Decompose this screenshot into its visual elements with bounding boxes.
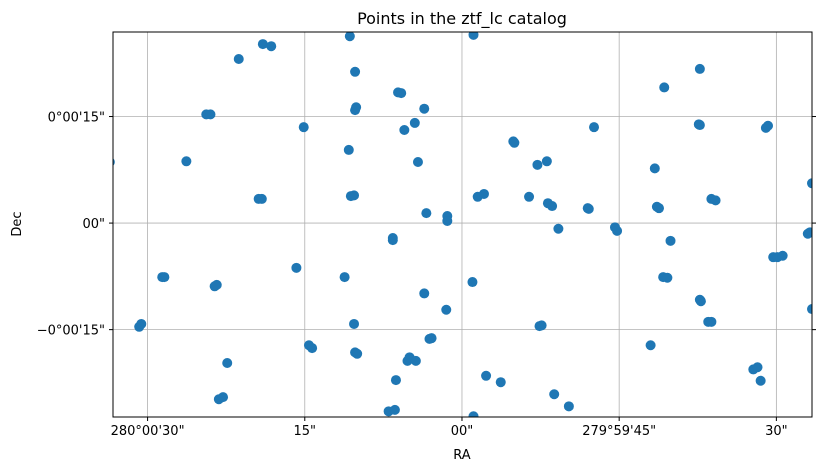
data-point	[205, 109, 216, 120]
x-tick-label: 00"	[451, 424, 474, 439]
data-point	[653, 203, 664, 214]
grid	[113, 32, 812, 417]
x-tick-label: 30"	[765, 424, 788, 439]
data-point	[351, 102, 362, 113]
data-point	[478, 188, 489, 199]
data-point	[710, 195, 721, 206]
data-point	[752, 362, 763, 373]
data-point	[410, 355, 421, 366]
data-point	[344, 32, 355, 42]
data-point	[694, 120, 705, 131]
data-point	[659, 82, 670, 93]
data-point	[694, 63, 705, 74]
y-axis-label: Dec	[10, 211, 25, 236]
data-point	[777, 250, 788, 261]
data-point	[583, 203, 594, 214]
data-point	[804, 227, 812, 238]
data-point	[256, 193, 267, 204]
data-point	[389, 404, 400, 415]
data-point	[563, 401, 574, 412]
data-point	[339, 272, 350, 283]
data-point	[541, 156, 552, 167]
data-point	[419, 103, 430, 114]
data-point	[468, 32, 479, 40]
data-point	[509, 137, 520, 148]
data-point	[349, 318, 360, 329]
data-point	[257, 39, 268, 50]
data-point	[399, 125, 410, 136]
data-point	[536, 320, 547, 331]
data-point	[807, 304, 812, 315]
data-point	[695, 296, 706, 307]
data-point	[524, 191, 535, 202]
data-point	[350, 66, 361, 77]
data-point	[442, 215, 453, 226]
data-point	[211, 279, 222, 290]
data-point	[426, 333, 437, 344]
y-tick-label: 0°00'15"	[48, 111, 105, 126]
data-point	[468, 411, 479, 417]
data-point	[467, 277, 478, 288]
data-point	[807, 178, 812, 189]
data-point	[159, 272, 170, 283]
y-tick-label: −0°00'15"	[37, 324, 105, 339]
data-point	[755, 375, 766, 386]
data-point	[589, 122, 600, 133]
data-point	[662, 272, 673, 283]
data-point	[390, 375, 401, 386]
data-point	[645, 340, 656, 351]
data-point	[136, 318, 147, 329]
data-point	[409, 117, 420, 128]
x-tick-label: 15"	[294, 424, 317, 439]
data-point	[553, 223, 564, 234]
axes-frame	[112, 31, 813, 418]
data-point	[649, 163, 660, 174]
data-point	[307, 343, 318, 354]
data-point	[532, 159, 543, 170]
y-tick-label: 00"	[82, 217, 105, 232]
data-point	[412, 156, 423, 167]
data-point	[419, 288, 430, 299]
data-point	[547, 201, 558, 212]
data-point	[495, 377, 506, 388]
data-point	[706, 316, 717, 327]
data-point	[387, 235, 398, 246]
data-point	[762, 120, 773, 131]
data-point	[266, 41, 277, 52]
data-point	[222, 358, 233, 369]
data-point	[291, 262, 302, 273]
x-tick-label: 279°59'45"	[582, 424, 656, 439]
data-point	[441, 304, 452, 315]
data-point	[481, 370, 492, 381]
x-axis-label: RA	[453, 448, 471, 463]
data-point	[181, 156, 192, 167]
data-point	[421, 208, 432, 219]
data-point	[396, 88, 407, 99]
data-point	[352, 348, 363, 359]
chart-title: Points in the ztf_lc catalog	[357, 9, 567, 29]
data-point	[549, 389, 560, 400]
data-point	[298, 122, 309, 133]
x-tick-label: 280°00'30"	[111, 424, 185, 439]
points	[113, 32, 812, 417]
data-point	[612, 225, 623, 236]
data-point	[349, 190, 360, 201]
data-point	[233, 53, 244, 64]
ticks: 280°00'30" 15" 00" 279°59'45" 30" 0°00'15" 00"…	[37, 111, 816, 439]
data-point	[665, 235, 676, 246]
data-point	[218, 392, 229, 403]
data-point	[343, 144, 354, 155]
